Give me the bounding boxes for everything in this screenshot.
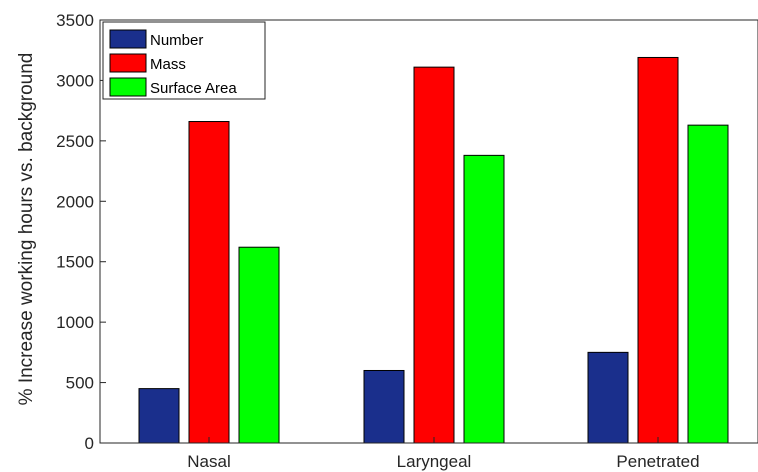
y-tick-label: 3500: [56, 11, 94, 30]
bars-group: [138, 56, 729, 444]
legend-swatch: [109, 77, 147, 97]
bar-nasal-surface-area: [238, 246, 280, 444]
legend-swatch: [109, 29, 147, 49]
y-tick-label: 1000: [56, 313, 94, 332]
plot-area-frame: [99, 19, 758, 444]
bar-nasal-number: [138, 388, 180, 444]
y-tick-label: 1500: [56, 253, 94, 272]
legend-label: Number: [150, 32, 203, 49]
x-axis: Nasal Laryngeal Penetrated: [187, 437, 700, 471]
x-tick-label: Penetrated: [616, 452, 699, 471]
bar-laryngeal-number: [363, 369, 405, 444]
legend-label: Mass: [150, 56, 186, 73]
bar-laryngeal-mass: [413, 66, 455, 444]
legend-swatch: [109, 53, 147, 73]
y-tick-label: 500: [66, 374, 94, 393]
bar-nasal-mass: [188, 121, 230, 444]
y-axis: 0 500 1000 1500 2000 2500 3000 3500: [56, 11, 106, 453]
legend-label: Surface Area: [150, 80, 237, 97]
x-tick-label: Nasal: [187, 452, 230, 471]
x-tick-label: Laryngeal: [397, 452, 472, 471]
legend: Number Mass Surface Area: [102, 21, 266, 100]
y-axis-label: % Increase working hours vs. background: [16, 53, 37, 406]
bar-penetrated-number: [587, 351, 629, 444]
bar-penetrated-surface-area: [687, 124, 729, 444]
y-tick-label: 3000: [56, 71, 94, 90]
y-tick-label: 2000: [56, 192, 94, 211]
y-tick-label: 2500: [56, 132, 94, 151]
bar-laryngeal-surface-area: [463, 154, 505, 444]
bar-penetrated-mass: [637, 56, 679, 444]
y-tick-label: 0: [85, 434, 94, 453]
